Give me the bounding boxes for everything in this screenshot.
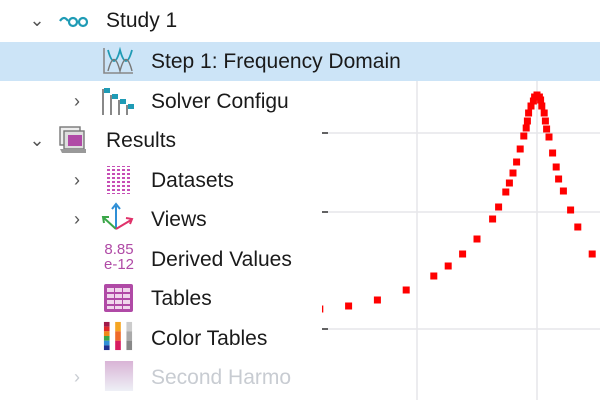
data-point [538, 102, 546, 110]
tree-item-label: Study 1 [106, 8, 178, 32]
tree-item-solver-configurations[interactable]: › Solver Configu [0, 82, 320, 121]
data-point [509, 169, 517, 177]
data-point [523, 117, 531, 125]
chevron-right-icon[interactable]: › [74, 170, 80, 190]
tree-item-datasets[interactable]: › Datasets [0, 161, 320, 200]
icon-text: e-12 [103, 256, 135, 273]
data-point [537, 96, 545, 104]
data-point [520, 132, 528, 140]
data-point [540, 109, 548, 117]
data-point [527, 102, 535, 110]
data-point [588, 250, 596, 258]
tree-item-views[interactable]: › Views [0, 200, 320, 239]
tree-item-derived-values[interactable]: 8.85 e-12 Derived Values [0, 240, 320, 279]
data-point [495, 203, 503, 211]
data-point [552, 163, 560, 171]
tree-item-label: Derived Values [151, 247, 292, 271]
data-point [549, 149, 557, 157]
chevron-down-icon[interactable]: ⌄ [29, 130, 45, 150]
tree-item-label: Step 1: Frequency Domain [151, 49, 401, 73]
tree-item-label: Datasets [151, 168, 234, 192]
tree-item-label: Color Tables [151, 326, 268, 350]
data-point [402, 286, 410, 294]
views-icon [101, 202, 134, 230]
data-series [316, 91, 596, 313]
study-icon [59, 16, 89, 28]
tree-item-tables[interactable]: Tables [0, 279, 320, 318]
tree-item-label: Tables [151, 286, 212, 310]
data-point [543, 125, 551, 133]
frequency-domain-icon [103, 46, 133, 74]
data-point [459, 250, 467, 258]
tree-item-color-tables[interactable]: Color Tables [0, 319, 320, 358]
y-ticks [321, 132, 328, 330]
data-point [522, 124, 530, 132]
data-point [502, 188, 510, 196]
results-icon [59, 126, 86, 153]
tree-item-second-harmonic[interactable]: › Second Harmo [0, 358, 320, 397]
tree-item-label: Views [151, 207, 207, 231]
tree-item-label: Second Harmo [151, 365, 292, 389]
data-point [489, 215, 497, 223]
icon-text: 8.85 [104, 241, 134, 258]
tree-item-study-1[interactable]: ⌄ Study 1 [0, 1, 320, 40]
chevron-right-icon[interactable]: › [74, 367, 80, 387]
data-point [541, 117, 549, 125]
color-tables-icon [103, 321, 133, 351]
data-point [444, 262, 452, 270]
datasets-icon [105, 166, 130, 194]
tree-item-results[interactable]: ⌄ Results [0, 121, 320, 160]
tree-item-label: Results [106, 128, 177, 152]
data-point [505, 179, 513, 187]
data-point [473, 235, 481, 243]
solver-configurations-icon [102, 88, 134, 115]
data-point [545, 133, 553, 141]
data-point [430, 272, 438, 280]
grid [322, 80, 600, 400]
data-point [525, 109, 533, 117]
plot-group-icon [104, 361, 134, 391]
tree-item-step-1-frequency-domain[interactable]: Step 1: Frequency Domain [0, 42, 600, 81]
chevron-down-icon[interactable]: ⌄ [29, 10, 45, 30]
derived-values-icon: 8.85 e-12 [101, 242, 137, 272]
data-point [555, 175, 563, 183]
chevron-right-icon[interactable]: › [74, 91, 80, 111]
data-point [373, 296, 381, 304]
chevron-right-icon[interactable]: › [74, 209, 80, 229]
tree-item-label: Solver Configu [151, 89, 289, 113]
data-point [574, 223, 582, 231]
tree-panel-background [0, 80, 322, 400]
tables-icon [104, 284, 133, 312]
data-point [513, 158, 521, 166]
data-point [529, 97, 537, 105]
data-point [345, 302, 353, 310]
data-point [516, 145, 524, 153]
data-point [559, 187, 567, 195]
data-point [567, 206, 575, 214]
